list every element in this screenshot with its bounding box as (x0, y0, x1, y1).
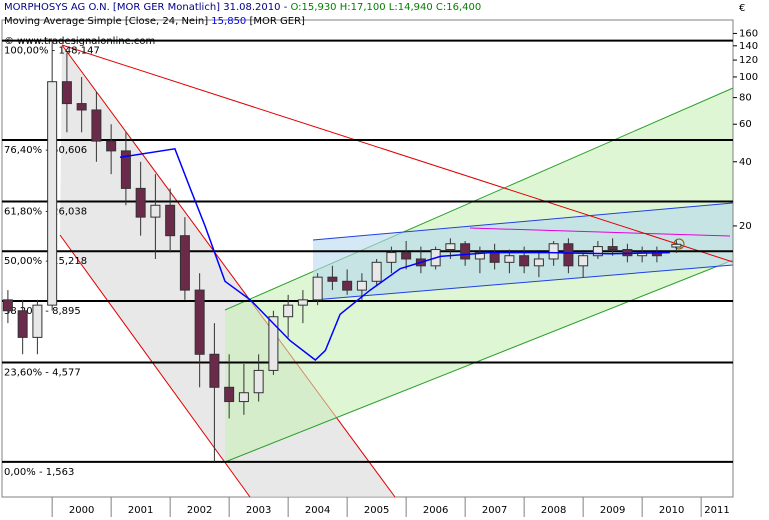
candle-body (283, 304, 294, 318)
candle-body (563, 243, 574, 267)
candle-body (61, 81, 72, 105)
trend-line (469, 227, 731, 237)
y-tick-label: 40 (739, 157, 752, 168)
candle-body (474, 252, 485, 260)
x-tick-label: 2001 (128, 505, 153, 516)
indicator-suffix: [MOR GER] (246, 16, 305, 27)
candle-body (312, 276, 323, 301)
currency: € (739, 3, 745, 14)
y-tick-label: 140 (739, 41, 758, 52)
indicator: Moving Average Simple [Close, 24, Nein] (4, 16, 211, 27)
candle-body (342, 280, 353, 291)
candle-body (32, 304, 43, 338)
ohlc: O:15,930 H:17,100 L:14,940 C:16,400 (290, 2, 481, 13)
y-tick-label: 80 (739, 93, 752, 104)
x-tick-label: 2010 (659, 505, 684, 516)
x-tick-label: 2002 (187, 505, 212, 516)
candle-body (209, 353, 220, 388)
trend-line (61, 44, 734, 263)
candle-body (371, 261, 382, 282)
candle-body (120, 150, 131, 189)
candle-body (91, 109, 102, 142)
trend-line (312, 264, 734, 301)
candle-body (578, 255, 589, 267)
x-tick-label: 2008 (541, 505, 566, 516)
y-tick-label: 100 (739, 72, 758, 83)
candle-body (76, 103, 87, 111)
candle-body (489, 252, 500, 263)
candle-body (268, 316, 279, 371)
x-tick-label: 2011 (704, 505, 729, 516)
candle-body (327, 276, 338, 282)
candle-body (533, 258, 544, 267)
moving-average (119, 147, 670, 361)
indicator-value: 15,850 (211, 16, 246, 27)
x-tick-label: 2007 (482, 505, 507, 516)
x-tick-label: 2005 (364, 505, 389, 516)
x-tick-label: 2003 (246, 505, 271, 516)
x-tick-label: 2000 (69, 505, 94, 516)
candle-body (2, 299, 13, 312)
candle-body (671, 243, 682, 248)
candle-body (253, 369, 264, 394)
trend-line (224, 87, 734, 311)
x-tick-label: 2004 (305, 505, 330, 516)
candle-body (504, 255, 515, 263)
trend-line (224, 259, 734, 463)
candle-body (224, 386, 235, 403)
fib-label: 76,40% - 50,606 (4, 145, 87, 156)
x-tick-label: 2006 (423, 505, 448, 516)
candle-body (150, 204, 161, 218)
y-tick-label: 120 (739, 55, 758, 66)
candle-body (548, 243, 559, 260)
candle-body (135, 187, 146, 218)
x-tick-label: 2009 (600, 505, 625, 516)
y-tick-label: 60 (739, 119, 752, 130)
candle-body (106, 140, 117, 152)
candle-body (17, 310, 28, 338)
candle-body (592, 246, 603, 257)
indicator-label: Moving Average Simple [Close, 24, Nein] … (4, 16, 305, 27)
candle-body (445, 243, 456, 251)
y-tick-label: 160 (739, 28, 758, 39)
candle-body (179, 235, 190, 291)
fib-label: 50,00% - 15,218 (4, 256, 87, 267)
fib-label: 23,60% - 4,577 (4, 367, 81, 378)
title: MORPHOSYS AG O.N. [MOR GER Monatlich] 31… (4, 2, 290, 13)
candle-body (47, 81, 58, 306)
trend-line (312, 202, 734, 241)
candle-body (401, 252, 412, 260)
candle-body (194, 289, 205, 355)
fib-label: 61,80% - 26,038 (4, 207, 87, 218)
header-title: MORPHOSYS AG O.N. [MOR GER Monatlich] 31… (4, 2, 481, 13)
candle-body (238, 392, 249, 403)
candle-body (519, 255, 530, 267)
candle-body (386, 252, 397, 263)
candle-body (165, 204, 176, 237)
candle-body (356, 280, 367, 291)
candle-body (607, 246, 618, 251)
candle-body (460, 243, 471, 260)
candle-body (622, 249, 633, 257)
y-tick-label: 20 (739, 221, 752, 232)
trend-line (61, 44, 396, 498)
fib-label: 0,00% - 1,563 (4, 467, 74, 478)
candle-body (297, 299, 308, 306)
trend-line (59, 234, 251, 498)
